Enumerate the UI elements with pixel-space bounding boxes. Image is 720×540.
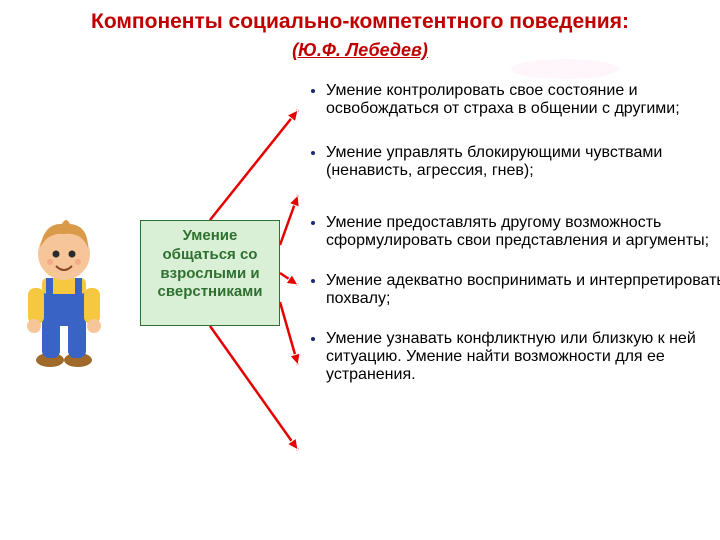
list-item: Умение узнавать конфликтную или близкую …	[326, 330, 720, 384]
components-list: Умение контролировать свое состояние и о…	[308, 82, 720, 384]
boy-character-icon	[22, 218, 110, 368]
decor-shape-icon	[510, 58, 620, 80]
list-item: Умение адекватно воспринимать и интерпре…	[326, 272, 720, 308]
center-concept-box: Умение общаться со взрослыми и сверстник…	[140, 220, 280, 326]
slide-title: Компоненты социально-компетентного повед…	[0, 10, 720, 34]
slide-root: Компоненты социально-компетентного повед…	[0, 0, 720, 540]
list-item: Умение предоставлять другому возможность…	[326, 214, 720, 250]
list-item: Умение контролировать свое состояние и о…	[326, 82, 720, 118]
list-item: Умение управлять блокирующими чувствами …	[326, 144, 720, 180]
